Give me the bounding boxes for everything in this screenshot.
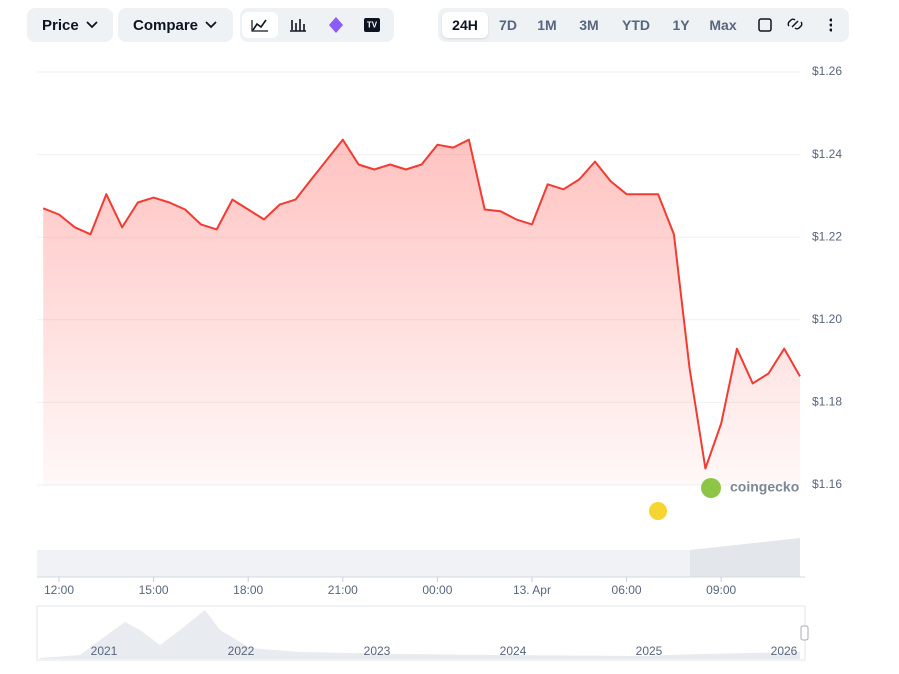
chart-type-icons: TV (242, 12, 380, 38)
navigator-year: 2021 (91, 644, 118, 658)
range-group (438, 8, 849, 42)
chevron (205, 21, 217, 29)
navigator-year: 2023 (364, 644, 391, 658)
x-tick-label: 09:00 (706, 583, 736, 597)
y-tick-label: $1.26 (812, 64, 842, 78)
area (43, 139, 800, 485)
candle-icon[interactable] (290, 19, 306, 32)
y-tick-label: $1.24 (812, 147, 842, 161)
svg-text:TV: TV (367, 21, 378, 30)
navigator (36, 605, 809, 661)
navigator-year: 2025 (636, 644, 663, 658)
dropdown-button[interactable]: Compare (118, 8, 233, 42)
watermark: coingecko (649, 478, 799, 520)
x-tick-label: 21:00 (328, 583, 358, 597)
chevron (86, 21, 98, 29)
tv-icon[interactable] (364, 18, 380, 32)
range-button[interactable]: 7D (499, 17, 517, 33)
x-tick-label: 06:00 (612, 583, 642, 597)
range-button[interactable]: 1Y (672, 17, 690, 33)
more-icon[interactable] (829, 18, 833, 32)
y-tick-label: $1.22 (812, 229, 842, 243)
toolbar-icons (758, 18, 833, 32)
x-tick-label: 15:00 (139, 583, 169, 597)
range-button[interactable]: Max (709, 17, 737, 33)
active-type[interactable] (242, 12, 278, 38)
dropdown-button[interactable]: Price (27, 8, 113, 42)
x-tick-label: 18:00 (233, 583, 263, 597)
navigator-year: 2026 (771, 644, 798, 658)
navigator-handle[interactable] (800, 625, 809, 641)
chart-type-group: TV (240, 8, 394, 42)
watermark-text: coingecko (730, 479, 799, 495)
x-tick-label: 00:00 (422, 583, 452, 597)
price-line (42, 138, 801, 470)
x-tick-label: 13. Apr (513, 583, 551, 597)
event-icon[interactable] (649, 502, 667, 520)
dropdown-label: Compare (133, 16, 199, 34)
x-tick-label: 12:00 (44, 583, 74, 597)
range-button[interactable]: 1M (537, 17, 557, 33)
ai-icon[interactable] (329, 17, 343, 33)
y-tick-label: $1.16 (812, 477, 842, 491)
navigator-year: 2022 (228, 644, 255, 658)
volume-band (37, 538, 800, 577)
range-button[interactable]: YTD (622, 17, 650, 33)
navigator-year: 2024 (500, 644, 527, 658)
calendar-icon[interactable] (758, 18, 772, 32)
dropdown-label: Price (42, 16, 79, 34)
range-button[interactable]: 3M (579, 17, 599, 33)
y-tick-label: $1.18 (812, 395, 842, 409)
link-icon[interactable] (787, 18, 803, 30)
range-button[interactable]: 24H (442, 12, 488, 38)
y-tick-label: $1.20 (812, 312, 842, 326)
